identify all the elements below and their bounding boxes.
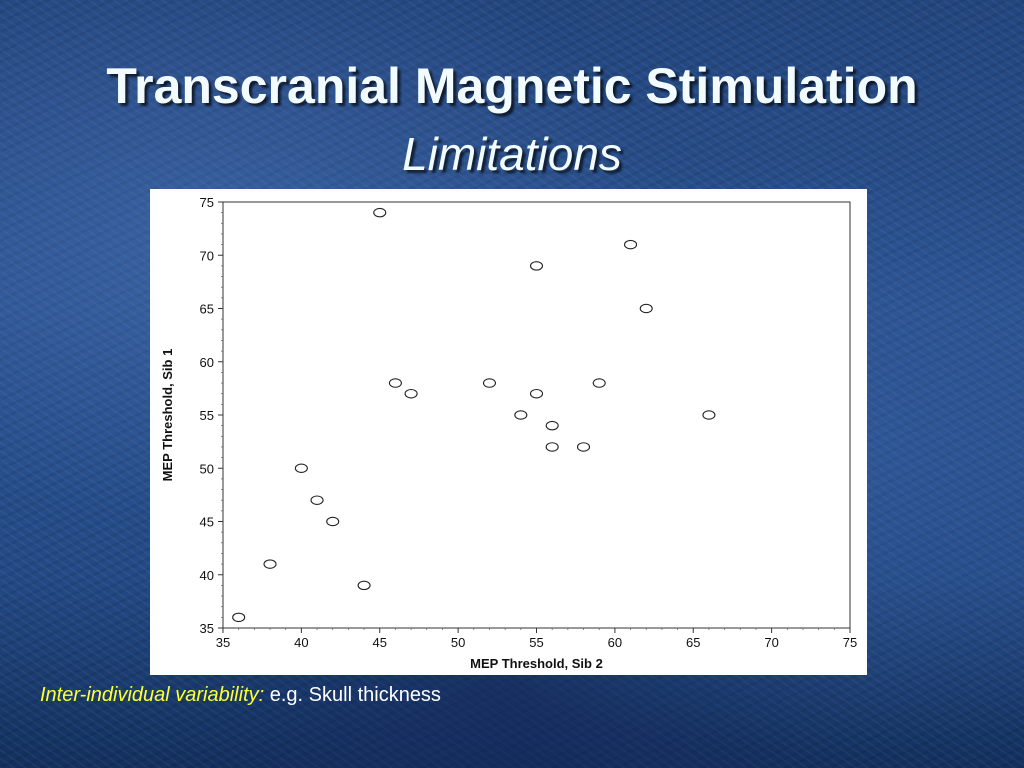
data-point (263, 559, 277, 569)
x-tick-label: 60 (608, 635, 622, 650)
x-axis-label: MEP Threshold, Sib 2 (470, 656, 603, 671)
data-point (545, 420, 559, 431)
data-point (702, 410, 716, 420)
y-tick-label: 75 (200, 195, 214, 210)
caption-lead: Inter-individual variability: (40, 684, 265, 706)
data-point (373, 207, 387, 218)
slide-title: Transcranial Magnetic Stimulation (106, 58, 918, 114)
data-point (623, 239, 638, 250)
data-point (576, 442, 591, 452)
y-tick-label: 50 (200, 461, 214, 476)
data-point (592, 378, 606, 388)
data-point (404, 388, 418, 399)
data-point (232, 612, 246, 623)
x-tick-label: 65 (686, 635, 700, 650)
data-point (545, 442, 559, 452)
data-point (388, 378, 402, 388)
x-axis: 35 40 45 50 55 60 65 70 75 (216, 628, 857, 650)
y-tick-label: 60 (200, 355, 214, 370)
y-tick-label: 70 (200, 248, 214, 263)
x-tick-label: 45 (373, 635, 387, 650)
data-points (232, 207, 716, 623)
scatter-chart: 35 40 45 50 55 60 65 70 75 35 40 45 50 55 60 65 70 75 ME… (150, 189, 867, 675)
x-tick-label: 70 (764, 635, 778, 650)
caption-rest: e.g. Skull thickness (264, 684, 441, 706)
y-tick-label: 40 (200, 568, 214, 583)
x-tick-label: 40 (294, 635, 308, 650)
data-point (639, 303, 653, 314)
x-tick-label: 50 (451, 635, 465, 650)
y-tick-label: 35 (200, 621, 214, 636)
chart-svg: 35 40 45 50 55 60 65 70 75 35 40 45 50 55 60 65 70 75 ME… (160, 195, 857, 671)
slide-subtitle: Limitations (402, 128, 622, 180)
data-point (482, 378, 497, 388)
x-tick-label: 55 (529, 635, 543, 650)
data-point (357, 580, 371, 591)
y-axis-label: MEP Threshold, Sib 1 (160, 349, 175, 482)
y-tick-label: 45 (200, 515, 214, 530)
data-point (294, 463, 308, 473)
caption: Inter-individual variability: e.g. Skull… (40, 684, 441, 707)
y-axis: 35 40 45 50 55 60 65 70 75 (200, 195, 223, 636)
data-point (529, 261, 544, 271)
data-point (310, 495, 324, 505)
y-tick-label: 65 (200, 302, 214, 317)
plot-frame (222, 201, 851, 629)
x-tick-label: 35 (216, 635, 230, 650)
data-point (529, 388, 544, 399)
data-point (326, 516, 340, 527)
y-tick-label: 55 (200, 408, 214, 423)
data-point (514, 410, 528, 420)
x-tick-label: 75 (843, 635, 857, 650)
